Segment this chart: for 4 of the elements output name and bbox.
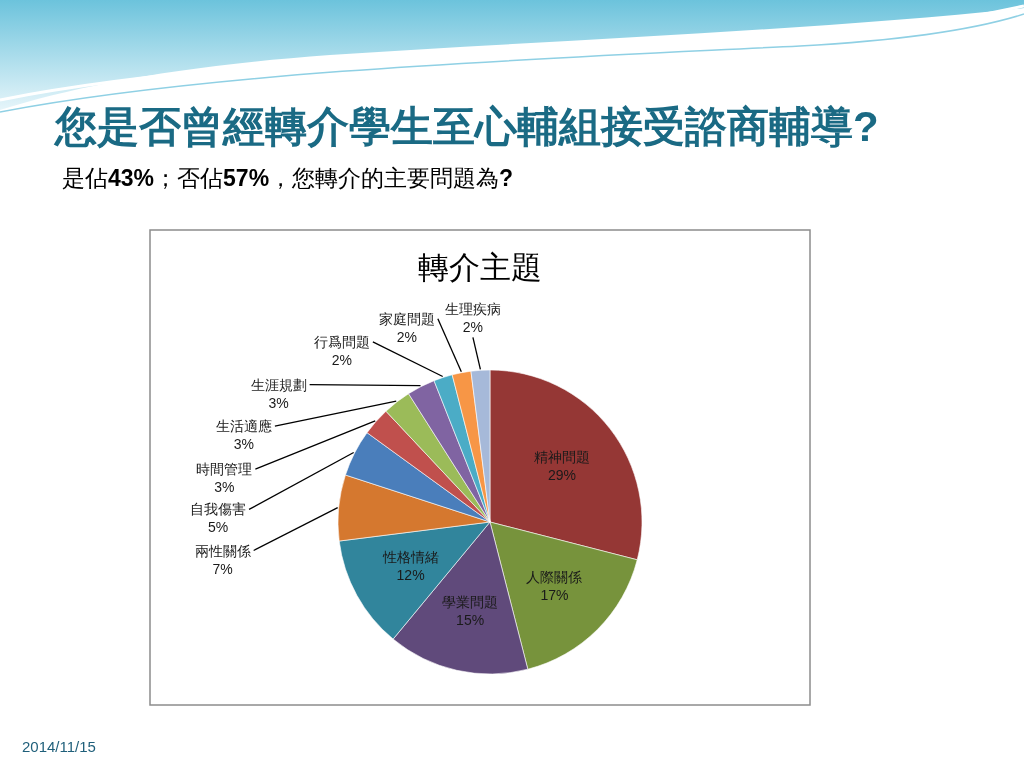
chart-title: 轉介主題 bbox=[418, 250, 542, 285]
title: 您是否曾經轉介學生至心輔組接受諮商輔導? bbox=[55, 103, 879, 150]
date: 2014/11/15 bbox=[22, 738, 96, 755]
subtitle: 是佔43%；否佔57%，您轉介的主要問題為? bbox=[62, 165, 514, 191]
